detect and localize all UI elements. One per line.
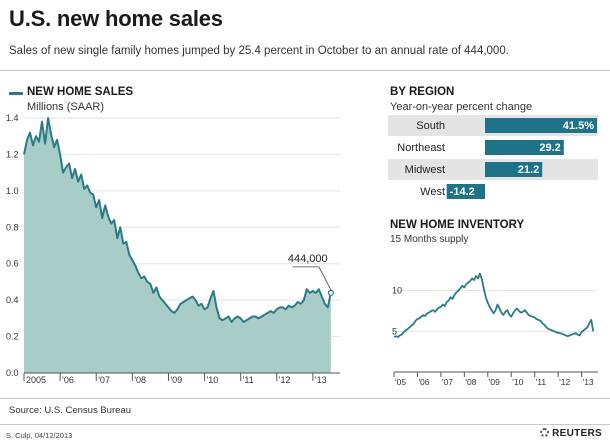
inventory-x-tick-label: '07 (442, 377, 453, 387)
sales-y-tick-label: 0.6 (6, 259, 19, 269)
region-chart-title: BY REGION (390, 86, 455, 98)
sales-line (23, 117, 332, 323)
sales-x-tick-label: '10 (207, 375, 219, 385)
sales-latest-point (327, 289, 334, 296)
region-value-label: 29.2 (539, 142, 560, 154)
region-category-label: South (416, 120, 445, 132)
credit-note: S. Culp, 04/12/2013 (6, 431, 73, 440)
sales-y-tick-label: 1.0 (6, 186, 19, 196)
page-title: U.S. new home sales (9, 6, 223, 31)
sales-annotation-label: 444,000 (288, 253, 328, 265)
region-value-label: -14.2 (450, 186, 475, 198)
region-row-bg (388, 181, 598, 202)
sales-x-tick-label: 2005 (26, 375, 46, 385)
inventory-chart-ylabel: 15 Months supply (390, 234, 469, 245)
sales-y-tick-label: 0.8 (6, 222, 19, 232)
footer-divider (0, 398, 610, 399)
region-chart-subtitle: Year-on-year percent change (390, 101, 533, 113)
inventory-x-tick-label: '08 (465, 377, 476, 387)
region-chart: South 41.5% Northeast 29.2 Midwest 21.2 West -1… (388, 115, 598, 202)
sales-x-tick-label: '11 (243, 375, 254, 385)
inventory-x-tick-label: '06 (418, 377, 429, 387)
sales-area (24, 118, 331, 373)
inventory-x-tick-label: '11 (536, 377, 547, 387)
sales-y-tick-label: 1.4 (6, 113, 19, 123)
sales-chart-ylabel: Millions (SAAR) (27, 101, 105, 113)
inventory-x-tick-label: '13 (583, 377, 594, 387)
credit-divider (0, 424, 610, 425)
inventory-x-tick-label: '09 (489, 377, 500, 387)
annotation-leader (318, 266, 332, 291)
sales-y-tick-label: 0.0 (6, 368, 19, 378)
reuters-logo: REUTERS (540, 428, 602, 439)
sales-chart-title: NEW HOME SALES (27, 86, 134, 98)
sales-x-tick-label: '13 (315, 375, 327, 385)
sales-x-tick-label: '09 (170, 375, 182, 385)
region-bar (485, 162, 543, 177)
sales-y-tick-label: 0.4 (6, 295, 19, 305)
header-divider (0, 70, 610, 71)
inventory-chart-title: NEW HOME INVENTORY (390, 219, 525, 231)
sales-x-tick-label: '12 (279, 375, 291, 385)
region-bar (485, 140, 564, 155)
region-category-label: Northeast (397, 142, 445, 154)
sales-x-tick-label: '08 (134, 375, 146, 385)
inventory-chart: 5 10 '05 '06 '07 '08 '09 '10 '11 '12 '13 (392, 272, 598, 387)
region-value-label: 41.5% (563, 120, 594, 132)
inventory-x-tick-label: '10 (512, 377, 523, 387)
sales-y-tick-label: 0.2 (6, 332, 19, 342)
reuters-dot-icon (540, 428, 550, 437)
inventory-line (393, 272, 595, 338)
inventory-y-tick-label: 10 (392, 286, 402, 296)
sales-y-tick-label: 1.2 (6, 149, 19, 159)
sales-x-tick-label: '06 (62, 375, 74, 385)
region-bar (485, 118, 597, 133)
inventory-x-tick-label: '12 (559, 377, 570, 387)
sales-chart: 0.0 0.2 0.4 0.6 0.8 1.0 1.2 1.4 2005 '06 '07 '08 '09… (6, 113, 340, 385)
source-note: Source: U.S. Census Bureau (9, 405, 131, 416)
inventory-x-tick-label: '05 (395, 377, 406, 387)
region-category-label: West (420, 186, 445, 198)
reuters-wordmark: REUTERS (552, 428, 602, 439)
region-bar (446, 184, 485, 199)
page-subtitle: Sales of new single family homes jumped … (9, 45, 509, 57)
region-category-label: Midwest (405, 164, 445, 176)
sales-legend-swatch (9, 92, 23, 95)
region-value-label: 21.2 (518, 164, 539, 176)
sales-x-tick-label: '07 (98, 375, 110, 385)
inventory-y-tick-label: 5 (392, 326, 397, 336)
